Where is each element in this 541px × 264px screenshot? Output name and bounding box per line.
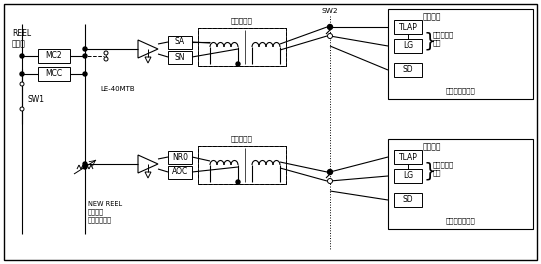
Polygon shape	[145, 172, 151, 178]
Text: SD: SD	[403, 65, 413, 74]
Bar	[168, 50, 192, 64]
Circle shape	[327, 25, 333, 30]
Text: MC2: MC2	[45, 51, 62, 60]
Circle shape	[83, 162, 87, 166]
Circle shape	[104, 51, 108, 55]
Bar	[168, 35, 192, 49]
Circle shape	[20, 72, 24, 76]
Text: }: }	[424, 162, 437, 181]
Text: 토르크설정
단자: 토르크설정 단자	[433, 32, 454, 46]
Circle shape	[327, 178, 333, 183]
Text: LG: LG	[403, 41, 413, 50]
Bar	[198, 28, 286, 66]
Polygon shape	[138, 155, 158, 173]
Text: SD: SD	[403, 196, 413, 205]
Polygon shape	[138, 40, 158, 58]
Circle shape	[83, 72, 87, 76]
Text: AOC: AOC	[172, 167, 188, 177]
Text: NEW REEL
프리셋값
토르크제한치: NEW REEL 프리셋값 토르크제한치	[88, 201, 122, 223]
Circle shape	[236, 62, 240, 66]
Circle shape	[104, 57, 108, 61]
Circle shape	[20, 82, 24, 86]
Circle shape	[20, 54, 24, 58]
Text: LE-40MTB: LE-40MTB	[100, 86, 135, 92]
Bar	[38, 49, 70, 63]
Text: REEL
체인지: REEL 체인지	[12, 29, 31, 49]
Bar	[198, 146, 286, 184]
Text: SN: SN	[175, 53, 185, 62]
Circle shape	[83, 47, 87, 51]
Text: 토르크제어모드: 토르크제어모드	[446, 218, 476, 224]
Text: 서보앰프: 서보앰프	[423, 143, 441, 152]
Circle shape	[83, 54, 87, 58]
Bar	[394, 169, 422, 183]
Text: 토르크설정
단자: 토르크설정 단자	[433, 162, 454, 176]
Bar	[388, 139, 533, 229]
Text: 토르크제한: 토르크제한	[231, 136, 253, 142]
Text: SW2: SW2	[322, 8, 338, 14]
Circle shape	[327, 169, 333, 175]
Text: LG: LG	[403, 172, 413, 181]
Polygon shape	[145, 57, 151, 63]
Circle shape	[236, 180, 240, 184]
Text: 토르크지형: 토르크지형	[231, 18, 253, 24]
Bar	[198, 146, 286, 184]
Text: MCC: MCC	[45, 69, 63, 78]
Text: SW1: SW1	[28, 95, 45, 103]
Bar	[168, 166, 192, 178]
Text: SA: SA	[175, 37, 185, 46]
Bar	[38, 67, 70, 81]
Bar	[394, 63, 422, 77]
Circle shape	[20, 107, 24, 111]
Bar	[394, 39, 422, 53]
Circle shape	[327, 34, 333, 39]
Bar	[388, 9, 533, 99]
Bar	[394, 193, 422, 207]
Bar	[168, 150, 192, 163]
Text: }: }	[424, 31, 437, 50]
Text: 토르크제어모드: 토르크제어모드	[446, 88, 476, 94]
Circle shape	[83, 165, 87, 169]
Bar	[198, 28, 286, 66]
Text: 서보앰프: 서보앰프	[423, 12, 441, 21]
Text: NR0: NR0	[172, 153, 188, 162]
Bar	[394, 150, 422, 164]
Text: TLAP: TLAP	[399, 153, 418, 162]
Text: TLAP: TLAP	[399, 22, 418, 31]
Bar	[394, 20, 422, 34]
